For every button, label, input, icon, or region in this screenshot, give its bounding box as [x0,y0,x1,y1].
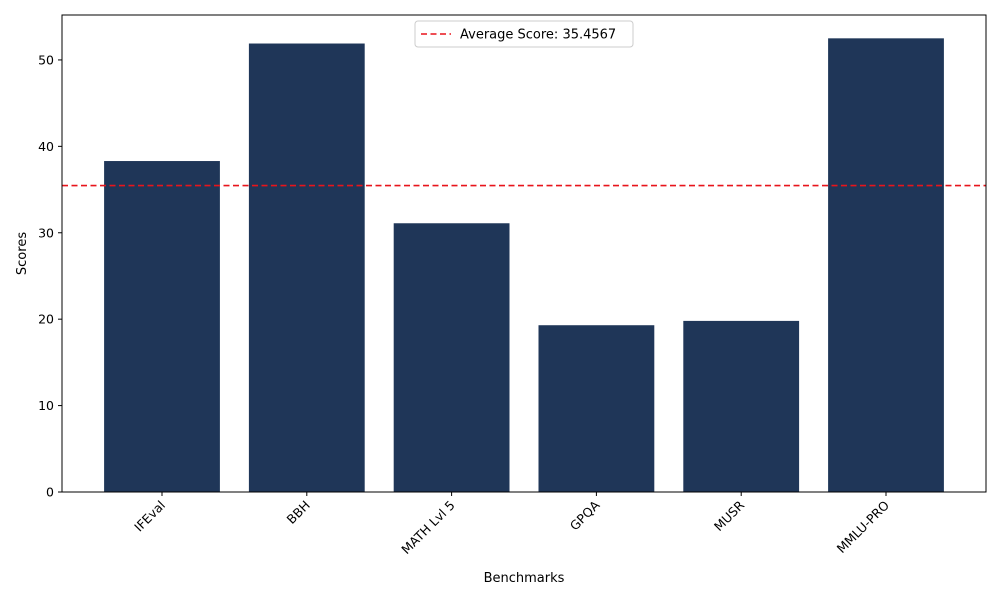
bar-math-lvl-5 [393,223,510,492]
y-tick-label: 10 [38,398,54,413]
y-tick-label: 40 [38,139,54,154]
x-axis-title: Benchmarks [484,571,565,586]
bars [104,38,944,493]
legend-box [414,20,634,48]
y-axis-title: Scores [15,232,30,275]
bar-gpqa [538,325,655,492]
bar-mmlu-pro [828,38,944,492]
legend-label: Average Score: 35.4567 [460,28,616,43]
plot-frame [61,14,987,493]
y-tick-label: 30 [38,225,54,240]
y-tick-label: 50 [38,52,54,67]
y-axis: 0 10 20 30 40 50 [38,52,62,500]
bar-musr [683,320,800,492]
y-tick-label: 0 [46,485,54,500]
y-tick-label: 20 [38,312,54,327]
legend: Average Score: 35.4567 [414,20,634,48]
bar-bbh [248,43,365,493]
bar-ifeval [104,161,220,493]
